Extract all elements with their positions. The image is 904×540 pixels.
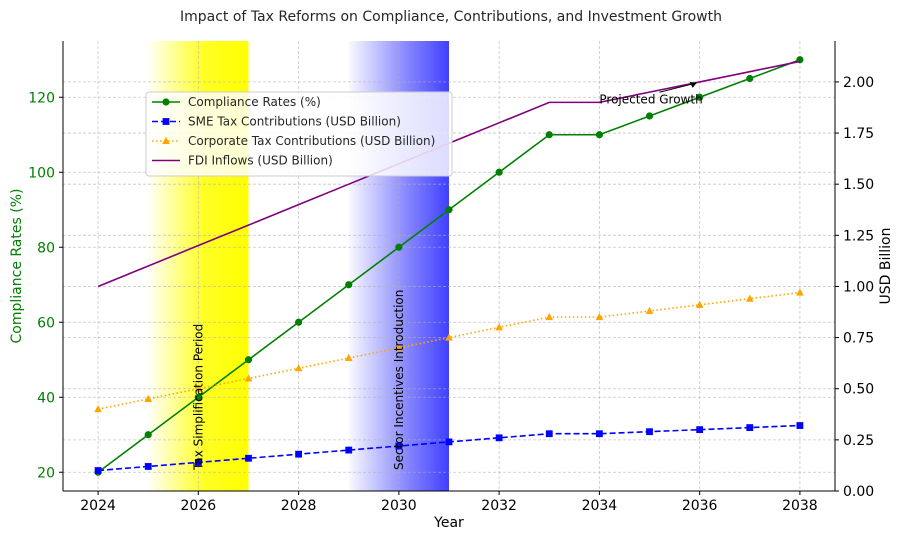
annotation-arrowhead (689, 81, 697, 88)
y-tick-label-left: 20 (37, 465, 55, 481)
x-tick-label: 2034 (582, 498, 618, 514)
x-tick-label: 2030 (381, 498, 417, 514)
data-point (796, 422, 804, 429)
data-point (495, 434, 503, 442)
y-tick-label-right: 0.50 (843, 382, 874, 398)
x-tick-label: 2028 (281, 498, 317, 514)
data-point (545, 312, 554, 321)
y-tick-label-right: 1.25 (843, 228, 874, 244)
data-point (144, 394, 153, 402)
data-point (746, 424, 754, 431)
data-point (646, 428, 653, 436)
y-tick-label-left: 120 (28, 90, 55, 106)
data-point (595, 430, 603, 438)
data-point (696, 426, 704, 434)
data-point (696, 93, 704, 101)
data-point (294, 364, 303, 372)
y-tick-label-right: 0.75 (843, 331, 874, 347)
shaded-region-label: Tax Simplification Period (191, 324, 205, 471)
data-point (162, 118, 170, 125)
data-point (295, 318, 303, 326)
data-point (245, 454, 252, 462)
data-point (745, 294, 754, 302)
data-point (345, 446, 353, 454)
chart-title: Impact of Tax Reforms on Compliance, Con… (180, 9, 722, 25)
y-tick-label-right: 1.75 (843, 126, 874, 142)
data-point (746, 74, 754, 83)
data-point (144, 431, 152, 439)
data-point (194, 384, 203, 392)
legend-label: Compliance Rates (%) (188, 95, 321, 109)
series-lines (94, 56, 804, 476)
x-tick-label: 2024 (80, 498, 116, 514)
y-tick-label-left: 60 (37, 315, 55, 331)
legend-box (145, 91, 453, 177)
data-point (194, 458, 202, 466)
data-point (344, 353, 353, 362)
y-axis-right-label: USD Billion (878, 228, 894, 305)
data-point (94, 404, 102, 413)
data-point (495, 323, 503, 331)
axes: 2024 2026 2028 2030 2032 2034 2036 203820406080… (28, 41, 874, 514)
data-point (395, 343, 403, 351)
data-point (545, 131, 553, 139)
x-tick-label: 2036 (682, 498, 718, 514)
data-point (495, 168, 503, 176)
y-tick-label-right: 1.00 (843, 279, 874, 295)
annotations: Tax Simplification Period Sector Incentiv… (191, 81, 703, 471)
legend: Compliance Rates (%) SME Tax Contribution… (145, 91, 453, 177)
y-tick-label-left: 80 (37, 240, 55, 256)
data-point (162, 98, 170, 106)
data-point (595, 312, 604, 321)
data-point (94, 467, 102, 474)
data-point (695, 300, 704, 308)
data-point (595, 131, 603, 139)
data-point (445, 438, 453, 446)
data-point (545, 430, 553, 438)
legend-label: SME Tax Contributions (USD Billion) (188, 115, 401, 129)
data-point (645, 306, 654, 314)
y-tick-label-right: 0.00 (843, 484, 874, 500)
legend-label: FDI Inflows (USD Billion) (188, 154, 333, 168)
data-point (796, 288, 804, 296)
data-point (395, 243, 403, 251)
y-tick-label-left: 40 (37, 390, 55, 406)
y-axis-left-label: Compliance Rates (%) (9, 189, 25, 344)
data-point (395, 442, 403, 450)
data-point (194, 393, 202, 401)
data-point (295, 450, 303, 458)
y-tick-label-left: 100 (28, 165, 55, 181)
data-point (445, 206, 453, 214)
data-point (645, 112, 654, 120)
y-tick-label-right: 0.25 (843, 433, 874, 449)
annotation-arrow (659, 82, 697, 93)
data-point (244, 374, 253, 382)
x-tick-label: 2038 (782, 498, 818, 514)
x-tick-label: 2026 (181, 498, 217, 514)
y-tick-label-right: 2.00 (843, 75, 874, 91)
data-point (345, 281, 353, 289)
data-point (244, 356, 253, 364)
annotation-label: Projected Growth (599, 92, 702, 106)
y-tick-label-right: 1.50 (843, 177, 874, 193)
legend-label: Corporate Tax Contributions (USD Billion… (188, 134, 435, 148)
data-point (144, 463, 152, 470)
data-point (445, 333, 453, 341)
x-tick-label: 2032 (481, 498, 517, 514)
shaded-region-label: Sector Incentives Introduction (392, 290, 406, 470)
data-point (162, 136, 170, 144)
x-axis-label: Year (433, 515, 464, 531)
